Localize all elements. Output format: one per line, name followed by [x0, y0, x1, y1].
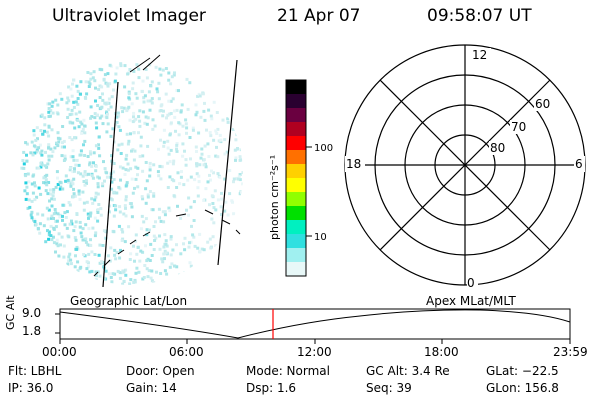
mlat-label-70: 70	[511, 120, 526, 134]
time-tick-label: 00:00	[42, 345, 77, 359]
gc-alt-tick-1: 1.8	[22, 324, 42, 338]
colorbar-segment	[286, 248, 306, 263]
altitude-timeline	[55, 308, 571, 344]
geographic-parallel-line	[93, 231, 151, 277]
observation-date: 21 Apr 07	[277, 6, 361, 26]
polar-mlat-mlt-grid	[344, 44, 586, 286]
colorbar-segment	[286, 136, 306, 151]
colorbar-tick-label: 100	[314, 143, 333, 154]
colorbar-segment	[286, 206, 306, 221]
colorbar-segment	[286, 178, 306, 193]
colorbar-segment	[286, 122, 306, 137]
ip-info: IP: 36.0	[8, 381, 54, 395]
mlat-label-80: 80	[490, 141, 505, 155]
geographic-meridian-line	[217, 59, 238, 266]
uv-intensity-pixels	[20, 62, 243, 285]
mlt-label-12: 12	[472, 48, 487, 62]
colorbar-segment	[286, 164, 306, 179]
geographic-parallel-line	[175, 209, 241, 235]
colorbar-segment	[286, 108, 306, 123]
intensity-colorbar	[286, 80, 306, 277]
gc-alt-info: GC Alt: 3.4 Re	[366, 364, 450, 378]
time-tick-label: 18:00	[424, 345, 459, 359]
colorbar-segment	[286, 150, 306, 165]
colorbar-segment	[286, 262, 306, 277]
time-tick-label: 23:59	[553, 345, 588, 359]
colorbar-segment	[286, 192, 306, 207]
timeline-frame	[59, 308, 571, 340]
colorbar-segment	[286, 94, 306, 109]
time-tick-label: 12:00	[297, 345, 332, 359]
colorbar-segment	[286, 234, 306, 249]
door-info: Door: Open	[126, 364, 195, 378]
timeline-x-ticks	[59, 339, 571, 344]
gain-info: Gain: 14	[126, 381, 177, 395]
glon-info: GLon: 156.8	[486, 381, 559, 395]
instrument-title: Ultraviolet Imager	[52, 6, 206, 26]
geographic-meridian-line	[102, 81, 119, 288]
geographic-parallel-line	[129, 54, 161, 73]
colorbar-segment	[286, 220, 306, 235]
observation-time: 09:58:07 UT	[427, 6, 532, 26]
glat-info: GLat: −22.5	[486, 364, 559, 378]
mode-info: Mode: Normal	[246, 364, 330, 378]
colorbar-segment	[286, 80, 306, 95]
uv-image-panel: 100 10 photon cm⁻²s⁻¹ 12 18 6 0 60 70 80	[20, 44, 586, 290]
mlt-label-0: 0	[467, 276, 475, 290]
dsp-info: Dsp: 1.6	[246, 381, 297, 395]
colorbar-frame	[285, 79, 307, 277]
colorbar-unit-label: photon cm⁻²s⁻¹	[268, 155, 281, 240]
mlt-label-6: 6	[575, 157, 583, 171]
mlt-label-18: 18	[346, 157, 361, 171]
gc-altitude-curve	[59, 309, 571, 339]
filter-info: Flt: LBHL	[8, 364, 62, 378]
apex-label: Apex MLat/MLT	[426, 294, 516, 308]
colorbar-tick-label: 10	[314, 232, 327, 243]
mlat-label-60: 60	[535, 97, 550, 111]
gc-alt-tick-9: 9.0	[22, 306, 42, 320]
seq-info: Seq: 39	[366, 381, 412, 395]
geographic-label: Geographic Lat/Lon	[70, 294, 188, 308]
time-tick-label: 06:00	[169, 345, 204, 359]
